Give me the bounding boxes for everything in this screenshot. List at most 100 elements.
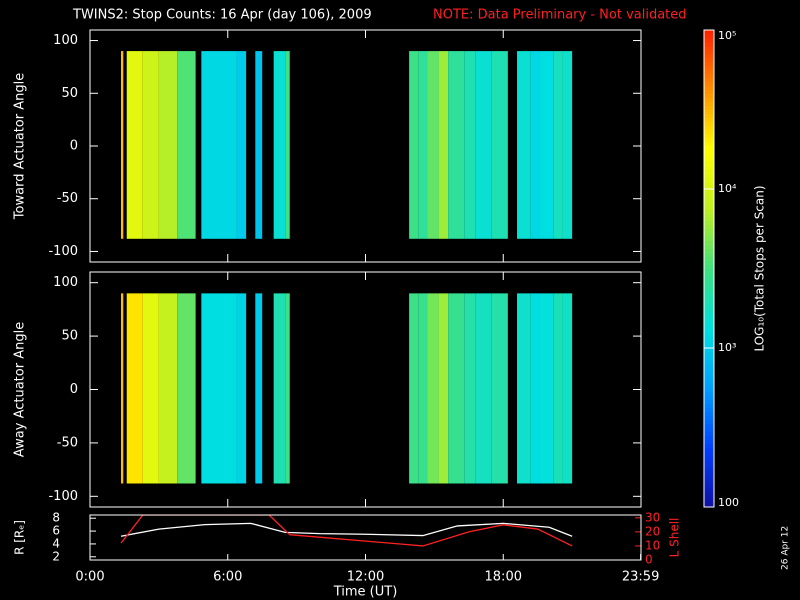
y-tick-label: 8 bbox=[52, 511, 60, 525]
colorbar-swatch bbox=[704, 391, 714, 397]
colorbar-swatch bbox=[704, 463, 714, 468]
colorbar-swatch bbox=[704, 244, 714, 250]
colorbar-swatch bbox=[704, 129, 714, 134]
colorbar-swatch bbox=[704, 69, 714, 75]
colorbar-swatch bbox=[704, 359, 714, 365]
colorbar-swatch bbox=[704, 236, 714, 242]
heat-cell bbox=[126, 51, 143, 239]
colorbar-swatch bbox=[704, 85, 714, 91]
heat-cell bbox=[418, 51, 428, 239]
colorbar-swatch bbox=[704, 228, 714, 234]
colorbar-swatch bbox=[704, 30, 714, 35]
colorbar-swatch bbox=[704, 371, 714, 377]
colorbar-swatch bbox=[704, 367, 714, 373]
heat-cell bbox=[562, 51, 573, 239]
heat-cell bbox=[409, 51, 419, 239]
colorbar-swatch bbox=[704, 332, 714, 337]
heat-cell bbox=[255, 293, 263, 484]
y-tick-label: -100 bbox=[48, 244, 78, 259]
colorbar-swatch bbox=[704, 117, 714, 122]
heat-cell bbox=[475, 51, 492, 239]
colorbar-swatch bbox=[704, 73, 714, 79]
heat-cell bbox=[255, 51, 263, 239]
colorbar-tick-label: 10⁵ bbox=[718, 29, 736, 42]
heat-cell bbox=[530, 51, 540, 239]
colorbar-swatch bbox=[704, 423, 714, 428]
colorbar-swatch bbox=[704, 383, 714, 389]
colorbar-swatch bbox=[704, 308, 714, 313]
heat-cell bbox=[562, 293, 573, 484]
y-tick-label: 0 bbox=[70, 382, 78, 397]
colorbar-swatch bbox=[704, 455, 714, 460]
colorbar-swatch bbox=[704, 224, 714, 230]
data-line bbox=[120, 522, 573, 537]
colorbar-swatch bbox=[704, 439, 714, 444]
heat-cell bbox=[201, 51, 237, 239]
colorbar-swatch bbox=[704, 407, 714, 413]
colorbar-swatch bbox=[704, 264, 714, 269]
colorbar-swatch bbox=[704, 109, 714, 114]
x-tick-label: 12:00 bbox=[347, 570, 384, 585]
colorbar-swatch bbox=[704, 260, 714, 266]
colorbar-swatch bbox=[704, 57, 714, 63]
colorbar-swatch bbox=[704, 256, 714, 262]
colorbar-swatch bbox=[704, 89, 714, 95]
heat-cell bbox=[158, 51, 178, 239]
y-tick-label: 6 bbox=[52, 524, 60, 538]
y-axis-label: R [Rₑ] bbox=[13, 520, 27, 555]
colorbar-swatch bbox=[704, 177, 714, 182]
colorbar-swatch bbox=[704, 475, 714, 480]
colorbar-swatch bbox=[704, 403, 714, 409]
colorbar-swatch bbox=[704, 340, 714, 345]
colorbar-swatch bbox=[704, 93, 714, 99]
colorbar-swatch bbox=[704, 212, 714, 218]
colorbar-tick-label: 100 bbox=[718, 496, 739, 509]
colorbar-swatch bbox=[704, 411, 714, 417]
plot-frame bbox=[89, 514, 642, 561]
colorbar-swatch bbox=[704, 173, 714, 178]
colorbar-swatch bbox=[704, 336, 714, 341]
heat-cell bbox=[427, 51, 439, 239]
heat-cell bbox=[491, 51, 508, 239]
colorbar-swatch bbox=[704, 153, 714, 158]
date-stamp: 26 Apr 12 bbox=[781, 526, 791, 570]
colorbar-swatch bbox=[704, 232, 714, 238]
y-tick-label: 50 bbox=[61, 329, 78, 344]
colorbar-swatch bbox=[704, 415, 714, 421]
colorbar-swatch bbox=[704, 503, 714, 508]
colorbar-swatch bbox=[704, 395, 714, 401]
heat-cell bbox=[120, 293, 124, 484]
heat-cell bbox=[448, 293, 465, 484]
colorbar-swatch bbox=[704, 355, 714, 361]
colorbar-swatch bbox=[704, 316, 714, 321]
colorbar-swatch bbox=[704, 200, 714, 206]
colorbar-swatch bbox=[704, 45, 714, 51]
colorbar-tick-label: 10⁴ bbox=[718, 182, 737, 195]
colorbar-swatch bbox=[704, 181, 714, 186]
y-tick-label: 0 bbox=[70, 139, 78, 154]
y-axis-label: Toward Actuator Angle bbox=[13, 73, 28, 220]
colorbar-swatch bbox=[704, 292, 714, 297]
colorbar-swatch bbox=[704, 141, 714, 146]
colorbar-swatch bbox=[704, 192, 714, 198]
y2-tick-label: 20 bbox=[645, 524, 660, 538]
heat-cell bbox=[201, 293, 237, 484]
colorbar-swatch bbox=[704, 499, 714, 504]
colorbar-swatch bbox=[704, 125, 714, 130]
colorbar-swatch bbox=[704, 344, 714, 349]
y2-tick-label: 10 bbox=[645, 538, 660, 552]
colorbar-swatch bbox=[704, 161, 714, 166]
y2-axis-label: L Shell bbox=[668, 518, 682, 558]
colorbar-swatch bbox=[704, 204, 714, 210]
heat-cell bbox=[539, 51, 554, 239]
colorbar-swatch bbox=[704, 467, 714, 472]
colorbar-swatch bbox=[704, 324, 714, 329]
y-tick-label: 50 bbox=[61, 86, 78, 101]
x-axis-label: Time (UT) bbox=[333, 585, 398, 600]
heat-cell bbox=[475, 293, 492, 484]
colorbar-swatch bbox=[704, 189, 714, 194]
colorbar-swatch bbox=[704, 133, 714, 138]
colorbar-swatch bbox=[704, 387, 714, 393]
colorbar-swatch bbox=[704, 252, 714, 258]
